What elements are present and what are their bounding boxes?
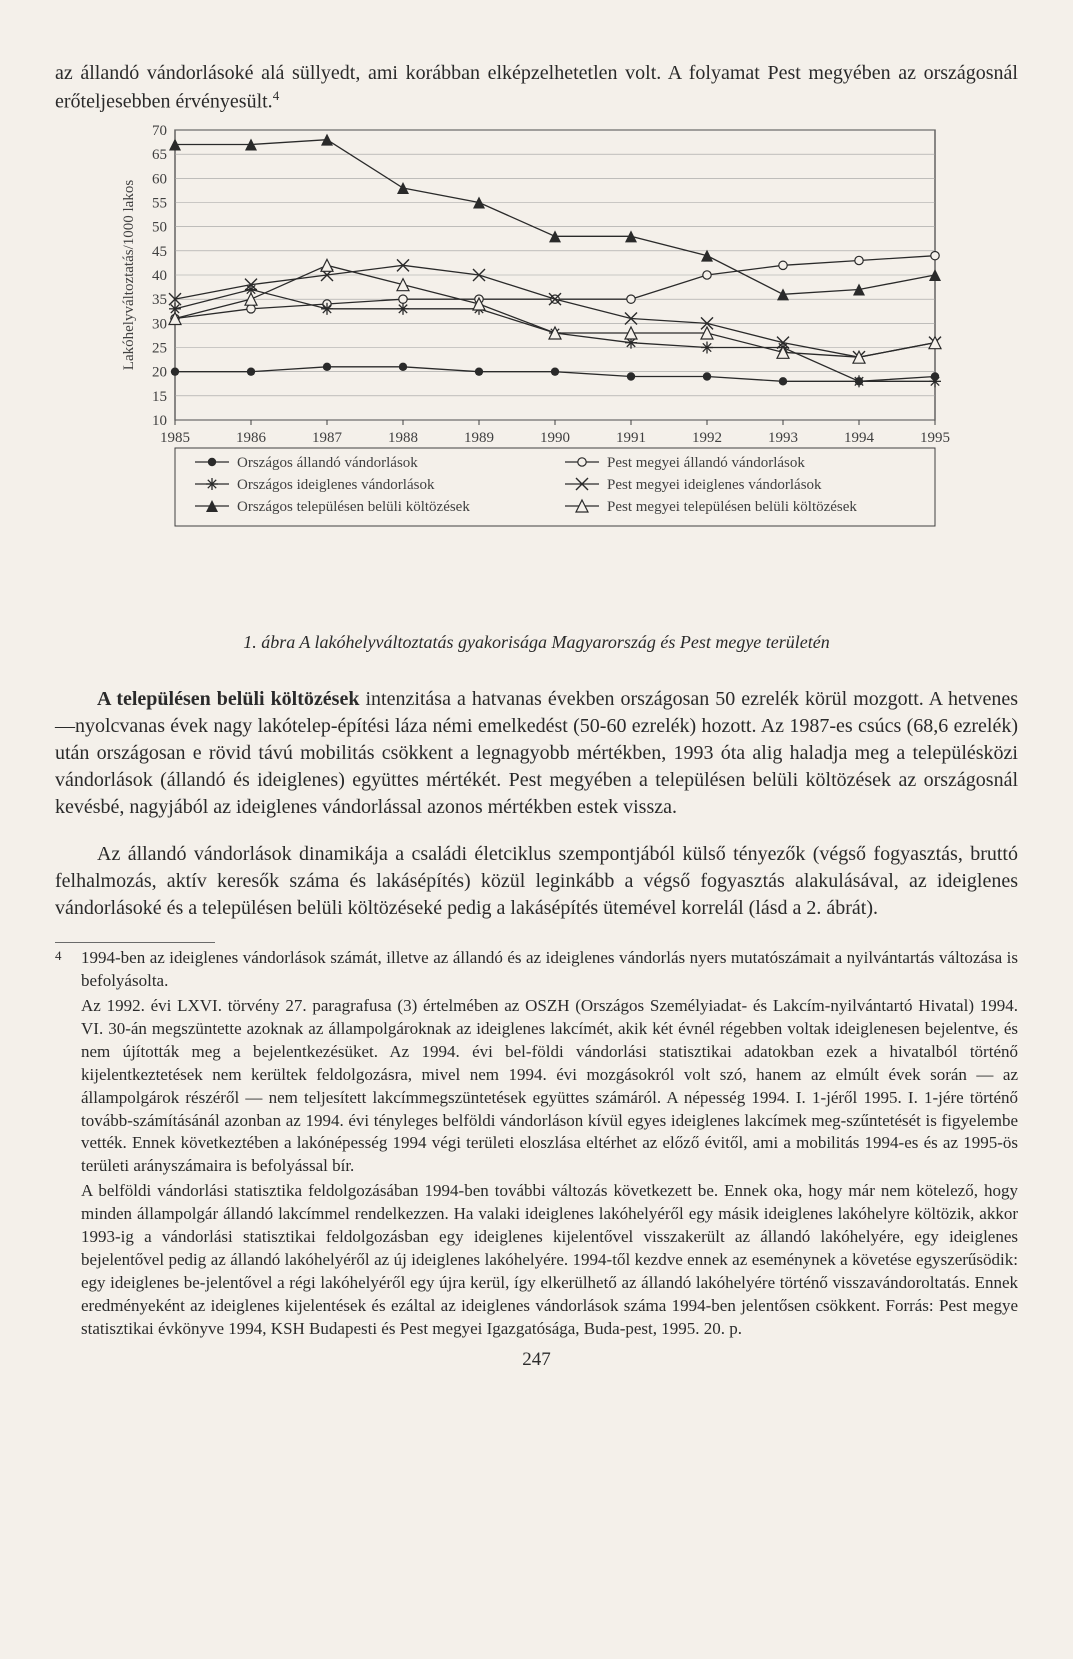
svg-text:1989: 1989 [464,430,494,446]
chart-svg: 10 15 20 25 30 35 40 45 50 55 60 65 70 1985 1986 1987 19… [115,120,955,620]
svg-text:1987: 1987 [312,430,343,446]
footnote-para-2: Az 1992. évi LXVI. törvény 27. paragrafu… [81,995,1018,1179]
svg-text:35: 35 [152,292,167,308]
footnote-para-1: 1994-ben az ideiglenes vándorlások számá… [81,947,1018,993]
figure-1-caption: 1. ábra A lakóhelyváltoztatás gyakoriság… [55,630,1018,654]
svg-text:1992: 1992 [692,430,722,446]
page-number: 247 [55,1347,1018,1373]
svg-text:Országos állandó vándorlások: Országos állandó vándorlások [237,455,418,471]
svg-text:Pest megyei ideiglenes vándorl: Pest megyei ideiglenes vándorlások [607,477,822,493]
svg-text:1986: 1986 [236,430,267,446]
svg-text:1994: 1994 [844,430,875,446]
svg-text:25: 25 [152,340,167,356]
svg-text:1990: 1990 [540,430,570,446]
svg-text:65: 65 [152,147,167,163]
svg-text:1985: 1985 [160,430,190,446]
footnote-mark: 4 [55,947,62,965]
figure-1-chart: 10 15 20 25 30 35 40 45 50 55 60 65 70 1985 1986 1987 19… [115,120,1018,620]
footnote-para-3: A belföldi vándorlási statisztika feldol… [81,1180,1018,1341]
lead-text: az állandó vándorlásoké alá süllyedt, am… [55,62,1018,113]
svg-text:50: 50 [152,219,167,235]
svg-text:70: 70 [152,123,167,139]
svg-text:Pest megyei településen belüli: Pest megyei településen belüli költözése… [607,499,857,515]
svg-text:20: 20 [152,364,167,380]
body-para-2-text: Az állandó vándorlások dinamikája a csal… [55,843,1018,919]
body-paragraph-2: Az állandó vándorlások dinamikája a csal… [55,841,1018,922]
svg-text:40: 40 [152,268,167,284]
svg-text:60: 60 [152,171,167,187]
body-para-1-lead: A településen belüli költözések [97,688,359,710]
svg-text:Pest megyei állandó vándorláso: Pest megyei állandó vándorlások [607,455,805,471]
svg-text:Lakóhelyváltoztatás/1000 lakos: Lakóhelyváltoztatás/1000 lakos [121,179,137,370]
svg-text:Országos ideiglenes vándorláso: Országos ideiglenes vándorlások [237,477,435,493]
lead-footnote-ref: 4 [273,88,280,103]
svg-text:55: 55 [152,195,167,211]
lead-paragraph: az állandó vándorlásoké alá süllyedt, am… [55,60,1018,116]
svg-text:1991: 1991 [616,430,646,446]
svg-text:1988: 1988 [388,430,418,446]
svg-text:30: 30 [152,316,167,332]
svg-text:15: 15 [152,388,167,404]
svg-text:Országos településen belüli kö: Országos településen belüli költözések [237,499,470,515]
svg-text:10: 10 [152,413,167,429]
body-paragraph-1: A településen belüli költözések intenzit… [55,686,1018,821]
footnote-4: 4 1994-ben az ideiglenes vándorlások szá… [55,947,1018,1341]
footnote-rule [55,942,215,943]
svg-text:45: 45 [152,243,167,259]
svg-text:1995: 1995 [920,430,950,446]
svg-text:1993: 1993 [768,430,798,446]
